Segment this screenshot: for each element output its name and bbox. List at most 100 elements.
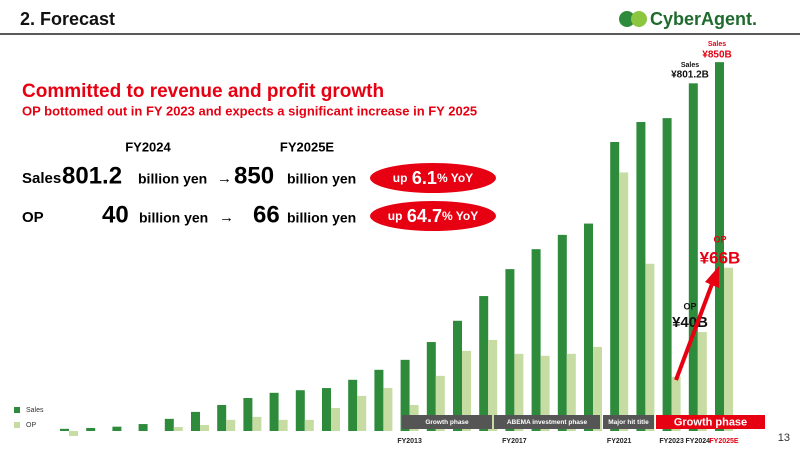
row-label: Sales xyxy=(22,170,61,187)
bar xyxy=(557,234,567,431)
bar xyxy=(453,320,462,431)
bar xyxy=(138,424,148,431)
logo: CyberAgent. xyxy=(619,9,757,29)
bar xyxy=(531,249,541,431)
phase-label: Growth phase xyxy=(674,416,747,428)
logo-icon xyxy=(631,11,647,27)
x-tick-label: FY2023 xyxy=(659,438,684,445)
bar xyxy=(164,418,174,431)
bar xyxy=(610,141,620,432)
annotation: Sales xyxy=(681,62,699,69)
bar xyxy=(69,431,78,436)
bar xyxy=(278,419,288,431)
phase-band xyxy=(402,415,492,429)
bar xyxy=(505,269,515,431)
unit: billion yen xyxy=(138,171,207,187)
phase-label: ABEMA investment phase xyxy=(507,419,588,426)
logo-icon xyxy=(619,11,635,27)
row-label: OP xyxy=(22,209,44,226)
yoy-suffix: % YoY xyxy=(442,209,478,223)
value-label: ¥66B xyxy=(700,248,741,267)
value-to: 66 xyxy=(253,201,280,228)
bar xyxy=(112,426,122,431)
bar xyxy=(671,376,681,431)
x-tick-label: FY2021 xyxy=(607,438,632,445)
bar xyxy=(645,263,655,431)
unit: billion yen xyxy=(139,210,208,226)
subheadline: OP bottomed out in FY 2023 and expects a… xyxy=(22,103,477,118)
yoy-prefix: up xyxy=(393,171,408,185)
bar xyxy=(243,398,253,431)
phase-label: Major hit title xyxy=(608,419,649,426)
bar xyxy=(217,404,227,431)
bar xyxy=(400,359,410,431)
slide-title: 2. Forecast xyxy=(20,9,115,29)
bar xyxy=(331,407,340,431)
value-label: ¥40B xyxy=(672,314,708,331)
yoy-prefix: up xyxy=(388,209,403,223)
yoy-value: 64.7 xyxy=(407,206,442,226)
x-tick-label: FY2013 xyxy=(397,438,422,445)
bar xyxy=(304,419,314,431)
logo-text: CyberAgent. xyxy=(650,9,757,29)
arrow: → xyxy=(219,209,234,226)
bar xyxy=(566,353,576,431)
bar xyxy=(374,369,384,431)
annotation: Sales xyxy=(708,41,726,48)
legend-swatch xyxy=(14,422,20,428)
value-to: 850 xyxy=(234,162,274,189)
bar xyxy=(514,353,524,431)
bar xyxy=(662,118,672,432)
bar xyxy=(619,172,629,431)
x-tick-label: FY2017 xyxy=(502,438,527,445)
bar xyxy=(688,83,698,431)
arrow: → xyxy=(217,170,232,187)
bar xyxy=(540,355,550,431)
column-head: FY2025E xyxy=(280,139,335,154)
page-number: 13 xyxy=(778,432,790,444)
yoy-text: up 6.1% YoY xyxy=(393,168,473,188)
bar xyxy=(226,419,236,431)
bar xyxy=(269,392,279,431)
legend-label: OP xyxy=(26,422,36,429)
arrow-head xyxy=(705,266,719,288)
bar xyxy=(584,223,593,431)
phase-label: Growth phase xyxy=(425,419,469,426)
column-head: FY2024 xyxy=(125,139,171,154)
bar xyxy=(426,342,436,431)
bar xyxy=(173,427,183,431)
bar xyxy=(357,395,367,431)
bar xyxy=(715,62,724,432)
bar xyxy=(383,387,393,431)
headline: Committed to revenue and profit growth xyxy=(22,81,384,102)
bar xyxy=(462,350,471,431)
value-from: 801.2 xyxy=(62,162,122,189)
bar xyxy=(348,379,358,431)
bar xyxy=(593,346,602,431)
phase-band xyxy=(656,415,765,429)
bar xyxy=(636,122,646,431)
bar xyxy=(295,390,305,431)
yoy-pill xyxy=(370,201,496,231)
arrow-shaft xyxy=(674,283,714,381)
bar xyxy=(435,375,445,431)
bar xyxy=(60,428,69,431)
value-label: ¥850B xyxy=(702,50,731,61)
trend-arrow xyxy=(674,266,719,381)
phase-band xyxy=(603,415,654,429)
yoy-value: 6.1 xyxy=(412,168,437,188)
bar xyxy=(191,411,200,431)
yoy-suffix: % YoY xyxy=(437,171,473,185)
yoy-text: up 64.7% YoY xyxy=(388,206,478,226)
x-tick-label: FY2024 xyxy=(686,438,711,445)
annotation: OP xyxy=(683,301,696,311)
bar xyxy=(200,425,209,431)
bar xyxy=(724,267,733,431)
bar xyxy=(488,339,498,431)
phase-band xyxy=(494,415,600,429)
chart: FY2013 FY2017 FY2021 FY2023 FY2024 FY2025EGro… xyxy=(14,41,765,445)
value-from: 40 xyxy=(102,201,129,228)
bar xyxy=(252,416,262,431)
